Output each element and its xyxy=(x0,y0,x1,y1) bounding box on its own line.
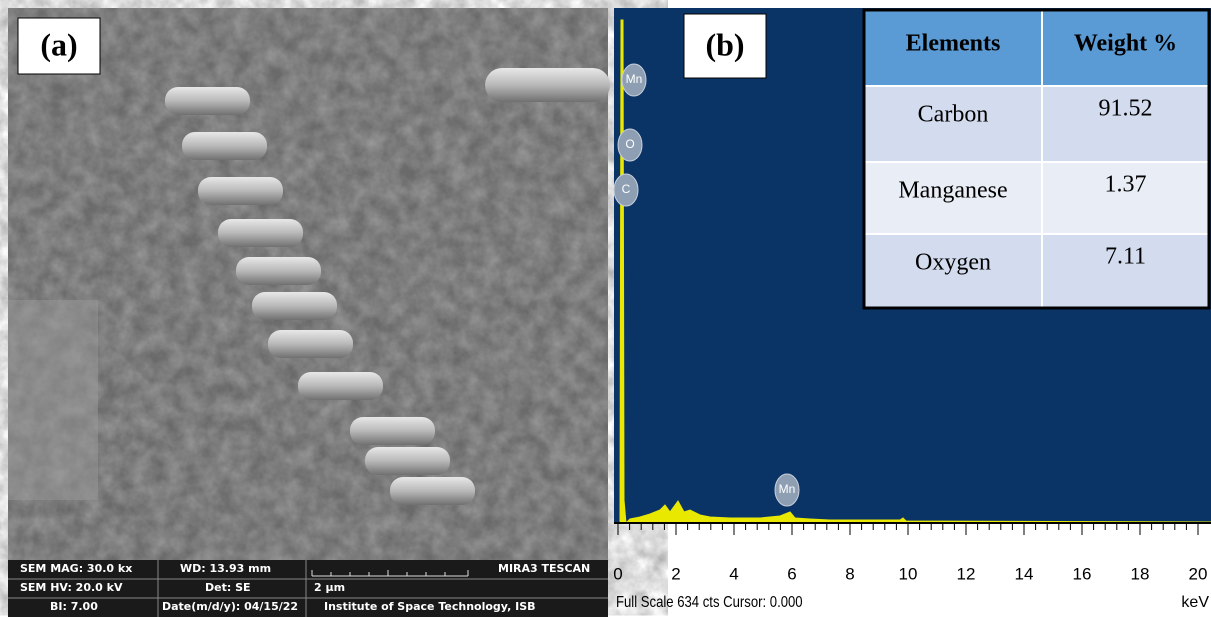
figure: (a) SEM MAG: 30.0 kx WD: 13.93 mm MIRA3 … xyxy=(0,0,1211,617)
x-tick-label: 16 xyxy=(1073,564,1092,583)
sem-feature xyxy=(8,300,98,500)
coil-segment xyxy=(350,417,435,445)
composition-table: Elements Weight % Carbon 91.52 Manganese 1.37… xyxy=(864,10,1209,308)
panel-label: (b) xyxy=(705,26,744,62)
x-tick-label: 10 xyxy=(899,564,918,583)
coil-segment xyxy=(165,87,250,115)
x-tick-label: 0 xyxy=(613,564,622,583)
table-header: Weight % xyxy=(1074,31,1177,57)
coil-segment xyxy=(182,132,267,160)
x-ticks: 0 2 4 6 8 10 12 14 16 18 20 xyxy=(613,523,1207,583)
coil-segment xyxy=(390,477,475,505)
table-cell: 1.37 xyxy=(1105,172,1147,198)
info-text: SEM HV: 20.0 kV xyxy=(20,581,123,594)
info-text: 2 μm xyxy=(314,581,345,594)
x-tick-label: 18 xyxy=(1131,564,1150,583)
x-tick-label: 8 xyxy=(845,564,854,583)
x-tick-label: 20 xyxy=(1189,564,1208,583)
table-cell: Manganese xyxy=(898,178,1007,204)
x-tick-label: 2 xyxy=(671,564,680,583)
spectrum-footer: Full Scale 634 cts Cursor: 0.000 xyxy=(616,594,803,611)
peak-label: Mn xyxy=(779,482,796,496)
coil-segment xyxy=(252,292,337,320)
x-tick-label: 6 xyxy=(787,564,796,583)
table-cell: Carbon xyxy=(918,102,989,128)
peak-label: C xyxy=(622,182,631,196)
x-tick-label: 12 xyxy=(957,564,976,583)
coil-segment xyxy=(298,372,383,400)
info-text: Institute of Space Technology, ISB xyxy=(324,600,536,613)
x-tick-label: 14 xyxy=(1015,564,1034,583)
info-text: Det: SE xyxy=(205,581,251,594)
table-cell: 91.52 xyxy=(1099,96,1153,122)
panel-label: (a) xyxy=(40,26,77,62)
sem-fiber xyxy=(485,68,610,102)
coil-segment xyxy=(198,177,283,205)
table-header: Elements xyxy=(906,31,1001,57)
info-text: MIRA3 TESCAN xyxy=(498,562,590,575)
peak-label: Mn xyxy=(626,72,643,86)
info-text: Date(m/d/y): 04/15/22 xyxy=(162,600,298,613)
unit: keV xyxy=(1181,594,1209,611)
table-cell: Oxygen xyxy=(915,250,991,276)
peak-label: O xyxy=(625,137,634,151)
table-cell: 7.11 xyxy=(1105,244,1146,270)
coil-segment xyxy=(236,257,321,285)
coil-segment xyxy=(218,219,303,247)
info-text: WD: 13.93 mm xyxy=(180,562,271,575)
coil-segment xyxy=(268,330,353,358)
x-tick-label: 4 xyxy=(729,564,738,583)
sem-image: (a) xyxy=(8,8,610,560)
coil-segment xyxy=(365,447,450,475)
info-text: SEM MAG: 30.0 kx xyxy=(20,562,132,575)
info-text: BI: 7.00 xyxy=(50,600,98,613)
info-bar: SEM MAG: 30.0 kx WD: 13.93 mm MIRA3 TESC… xyxy=(8,560,608,617)
